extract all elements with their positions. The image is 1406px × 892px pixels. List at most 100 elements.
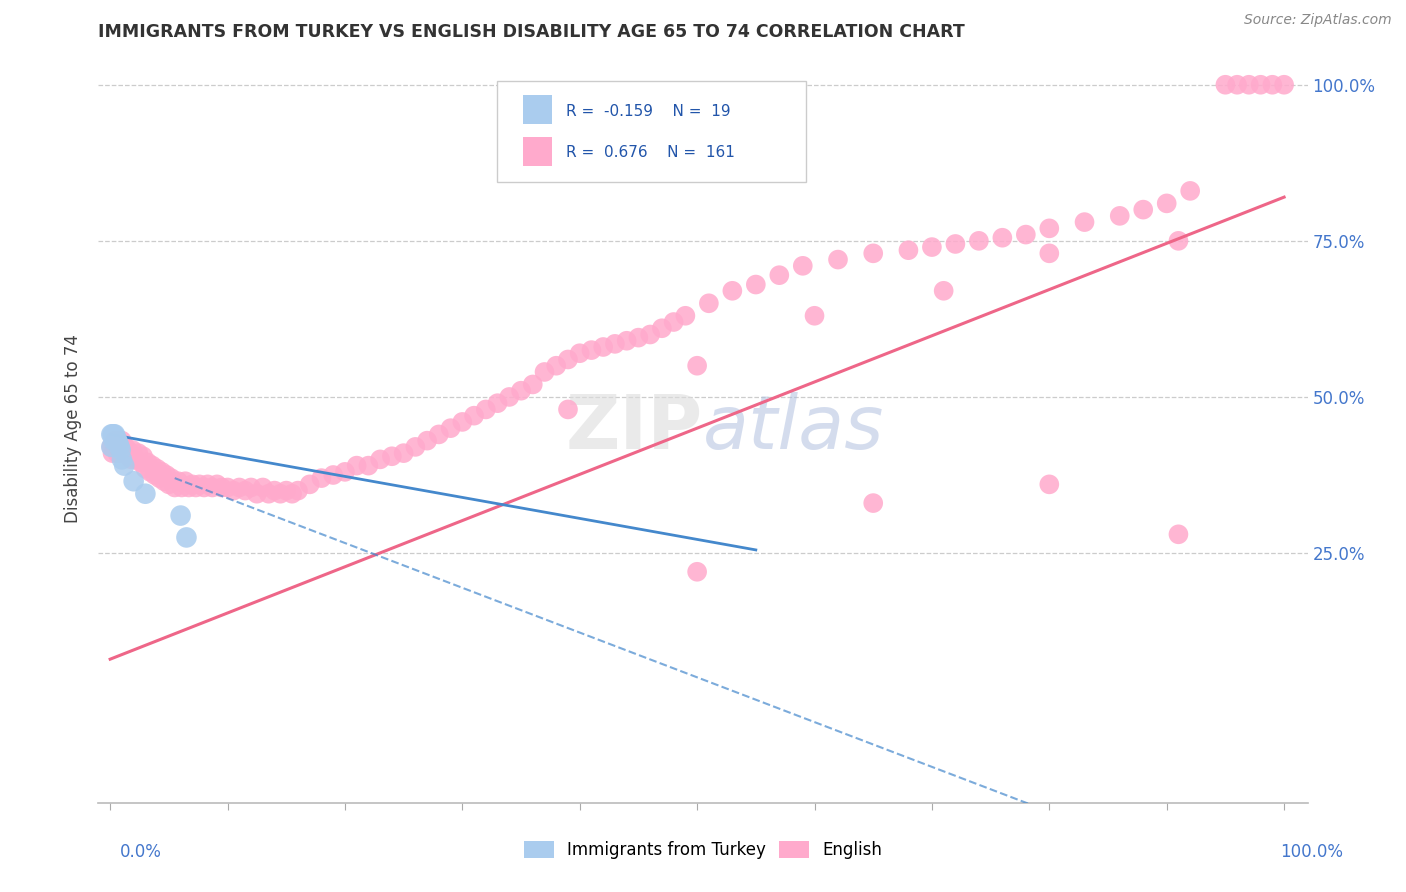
Point: [105, 434, 128, 448]
Text: R =  -0.159    N =  19: R = -0.159 N = 19: [567, 103, 731, 119]
Point: [557, 402, 579, 417]
Text: atlas: atlas: [703, 392, 884, 464]
Point: [108, 440, 131, 454]
Point: [139, 465, 162, 479]
Point: [120, 446, 142, 460]
Point: [404, 440, 426, 454]
FancyBboxPatch shape: [523, 137, 553, 166]
Point: [197, 477, 219, 491]
Point: [381, 450, 404, 464]
Point: [103, 427, 125, 442]
Point: [118, 450, 141, 464]
FancyBboxPatch shape: [498, 81, 806, 182]
Point: [945, 236, 967, 252]
Point: [136, 456, 159, 470]
Point: [129, 456, 152, 470]
Point: [122, 450, 145, 464]
Point: [141, 458, 163, 473]
Point: [651, 321, 673, 335]
Point: [686, 565, 709, 579]
Point: [392, 446, 415, 460]
Point: [167, 475, 190, 489]
Point: [298, 477, 321, 491]
Point: [1132, 202, 1154, 217]
Point: [1167, 527, 1189, 541]
Point: [125, 452, 148, 467]
Point: [1215, 78, 1237, 92]
Point: [107, 437, 129, 451]
Point: [188, 477, 211, 491]
Point: [1038, 221, 1060, 235]
Point: [150, 465, 173, 479]
Point: [862, 246, 884, 260]
Point: [174, 475, 197, 489]
Point: [110, 440, 132, 454]
Point: [557, 352, 579, 367]
Point: [117, 443, 139, 458]
Point: [592, 340, 614, 354]
Point: [228, 481, 250, 495]
Point: [638, 327, 661, 342]
Point: [100, 440, 122, 454]
Point: [416, 434, 439, 448]
Point: [1272, 78, 1295, 92]
Text: ZIP: ZIP: [565, 392, 703, 465]
Point: [1038, 246, 1060, 260]
Point: [1038, 477, 1060, 491]
Point: [177, 481, 200, 495]
Point: [105, 434, 128, 448]
Point: [114, 440, 136, 454]
Point: [568, 346, 591, 360]
Point: [211, 481, 233, 495]
Point: [104, 431, 127, 445]
Point: [143, 468, 166, 483]
Point: [107, 434, 129, 448]
Point: [1180, 184, 1202, 198]
Point: [439, 421, 461, 435]
Point: [112, 458, 135, 473]
Point: [546, 359, 568, 373]
Point: [1250, 78, 1272, 92]
Point: [427, 427, 450, 442]
Point: [792, 259, 814, 273]
Point: [104, 427, 127, 442]
Point: [217, 481, 239, 495]
Point: [181, 477, 204, 491]
FancyBboxPatch shape: [523, 95, 553, 124]
Point: [252, 481, 274, 495]
Point: [603, 337, 626, 351]
Point: [155, 468, 177, 483]
Point: [233, 483, 256, 498]
Point: [111, 434, 134, 448]
Point: [967, 234, 990, 248]
Point: [104, 434, 127, 448]
Point: [1108, 209, 1130, 223]
Point: [146, 462, 169, 476]
Point: [346, 458, 368, 473]
Text: Source: ZipAtlas.com: Source: ZipAtlas.com: [1244, 13, 1392, 28]
Point: [311, 471, 333, 485]
Point: [100, 427, 122, 442]
Point: [134, 462, 156, 476]
Point: [1015, 227, 1038, 242]
Point: [157, 477, 180, 491]
Legend: Immigrants from Turkey, English: Immigrants from Turkey, English: [517, 834, 889, 865]
Text: IMMIGRANTS FROM TURKEY VS ENGLISH DISABILITY AGE 65 TO 74 CORRELATION CHART: IMMIGRANTS FROM TURKEY VS ENGLISH DISABI…: [98, 23, 965, 41]
Text: 100.0%: 100.0%: [1279, 843, 1343, 861]
Point: [170, 481, 193, 495]
Point: [205, 477, 228, 491]
Point: [132, 450, 155, 464]
Point: [101, 446, 124, 460]
Point: [1156, 196, 1178, 211]
Point: [616, 334, 638, 348]
Point: [721, 284, 744, 298]
Point: [112, 443, 135, 458]
Point: [176, 530, 198, 544]
Point: [368, 452, 391, 467]
Point: [257, 487, 280, 501]
Point: [122, 475, 145, 489]
Point: [120, 452, 142, 467]
Point: [110, 443, 132, 458]
Point: [105, 431, 128, 445]
Point: [533, 365, 555, 379]
